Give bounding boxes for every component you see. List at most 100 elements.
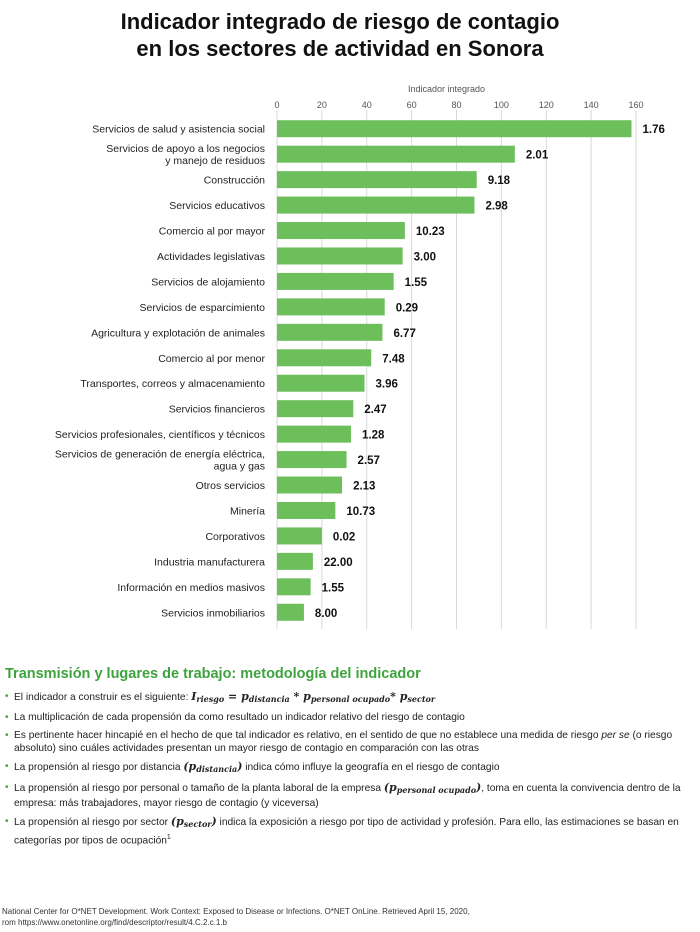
methodology-section: Transmisión y lugares de trabajo: metodo… <box>5 666 691 852</box>
x-tick-label: 100 <box>494 100 509 110</box>
x-tick-label: 120 <box>539 100 554 110</box>
bar <box>277 476 343 494</box>
category-label: Servicios de apoyo a los negocios y manej… <box>106 143 265 167</box>
formula: Iriesgo = pdistancia * ppersonal ocupado… <box>191 690 436 704</box>
formula: (psector) <box>170 815 217 829</box>
bullet-text: La propensión al riesgo por distancia <box>14 762 184 773</box>
bullet-icon: • <box>5 691 9 702</box>
bullet-icon: • <box>5 712 9 723</box>
x-tick-label: 40 <box>362 100 372 110</box>
chart-title-line-1: Indicador integrado de riesgo de contagi… <box>120 9 560 34</box>
data-label: 8.00 <box>315 608 337 620</box>
footer-line-2: rom https://www.onetonline.org/find/desc… <box>2 918 227 927</box>
data-label: 1.55 <box>405 277 428 289</box>
source-footer: National Center for O*NET Development. W… <box>2 906 692 928</box>
category-label: Servicios inmobiliarios <box>161 607 265 619</box>
bar <box>277 501 336 519</box>
data-label: 22.00 <box>324 557 353 569</box>
footnote-marker: 1 <box>166 834 171 841</box>
data-label: 2.13 <box>353 481 375 493</box>
data-label: 1.76 <box>643 124 665 136</box>
x-tick-label: 80 <box>451 100 461 110</box>
bar <box>277 552 313 570</box>
data-label: 9.18 <box>488 175 511 187</box>
bullet-icon: • <box>5 782 9 793</box>
data-label: 0.02 <box>333 531 355 543</box>
bar <box>277 196 475 214</box>
category-label: Servicios de salud y asistencia social <box>92 124 265 136</box>
list-item: • El indicador a construir es el siguien… <box>5 690 691 706</box>
data-label: 10.73 <box>346 506 375 518</box>
bullet-text: La propensión al riesgo por personal o t… <box>14 783 384 794</box>
bar <box>277 527 322 545</box>
category-label: Industria manufacturera <box>154 556 265 568</box>
x-tick-label: 160 <box>628 100 643 110</box>
x-axis-title: Indicador integrado <box>408 84 485 94</box>
category-label: Información en medios masivos <box>117 582 265 594</box>
bar <box>277 425 352 443</box>
bar <box>277 247 403 265</box>
category-label: Actividades legislativas <box>157 251 265 263</box>
data-label: 3.96 <box>376 379 398 391</box>
formula: (ppersonal ocupado) <box>383 781 482 795</box>
bullet-icon: • <box>5 761 9 772</box>
category-label: Minería <box>230 505 265 517</box>
data-label: 2.57 <box>358 455 380 467</box>
category-label: Servicios de generación de energía eléct… <box>55 449 265 473</box>
category-label: Agricultura y explotación de animales <box>91 327 265 339</box>
category-label: Otros servicios <box>196 480 265 492</box>
emphasis: per se <box>601 730 630 741</box>
data-label: 2.01 <box>526 150 549 162</box>
bar <box>277 120 632 138</box>
category-label: Servicios educativos <box>169 200 265 212</box>
bar <box>277 298 385 316</box>
bar <box>277 374 365 392</box>
bullet-text: La multiplicación de cada propensión da … <box>14 712 465 723</box>
bullet-text: indica la exposición a riesgo por tipo d… <box>14 817 679 847</box>
bar <box>277 222 405 240</box>
data-label: 10.23 <box>416 226 445 238</box>
bar <box>277 578 311 596</box>
x-tick-label: 60 <box>407 100 417 110</box>
methodology-heading: Transmisión y lugares de trabajo: metodo… <box>5 666 421 682</box>
category-label: Comercio al por mayor <box>159 226 266 238</box>
bullet-text: (o riesgo absoluto) sino cuáles activida… <box>14 730 673 754</box>
data-label: 1.28 <box>362 430 385 442</box>
bar <box>277 272 394 290</box>
bullet-icon: • <box>5 816 9 827</box>
x-tick-label: 20 <box>317 100 327 110</box>
x-tick-label: 140 <box>584 100 599 110</box>
data-label: 3.00 <box>414 251 436 263</box>
bullet-text: indica cómo influye la geografía en el r… <box>242 762 500 773</box>
category-label: Servicios de alojamiento <box>151 276 265 288</box>
list-item: • La propensión al riesgo por personal o… <box>5 781 691 810</box>
bar <box>277 171 477 189</box>
category-label: Servicios financieros <box>169 404 265 416</box>
footer-line-1: National Center for O*NET Development. W… <box>2 907 470 916</box>
x-tick-label: 0 <box>274 100 279 110</box>
bullet-text: El indicador a construir es el siguiente… <box>14 692 192 703</box>
bar <box>277 349 372 367</box>
list-item: • La propensión al riesgo por distancia … <box>5 760 691 776</box>
bar <box>277 603 304 621</box>
bullet-text: , toma en cuenta la convivencia dentro d… <box>14 783 681 809</box>
category-label: Corporativos <box>205 531 265 543</box>
bar <box>277 400 354 418</box>
bar-chart: Indicador integrado 0 20 40 60 80 100 120 140 160… <box>55 84 665 629</box>
category-label: Servicios de esparcimiento <box>140 302 266 314</box>
data-label: 2.98 <box>485 201 508 213</box>
formula: (pdistancia) <box>183 760 243 774</box>
bar <box>277 451 347 469</box>
chart-title: Indicador integrado de riesgo de contagi… <box>0 8 680 62</box>
bullet-text: Es pertinente hacer hincapié en el hecho… <box>14 730 602 741</box>
chart-title-line-2: en los sectores de actividad en Sonora <box>136 36 544 61</box>
bullet-icon: • <box>5 730 9 741</box>
list-item: • La multiplicación de cada propensión d… <box>5 711 691 724</box>
list-item: • Es pertinente hacer hincapié en el hec… <box>5 729 691 755</box>
data-label: 1.55 <box>322 582 345 594</box>
data-label: 2.47 <box>364 404 386 416</box>
category-label: Construcción <box>204 175 265 187</box>
data-label: 0.29 <box>396 302 418 314</box>
methodology-list: • El indicador a construir es el siguien… <box>5 690 691 847</box>
category-label: Transportes, correos y almacenamiento <box>80 378 265 390</box>
